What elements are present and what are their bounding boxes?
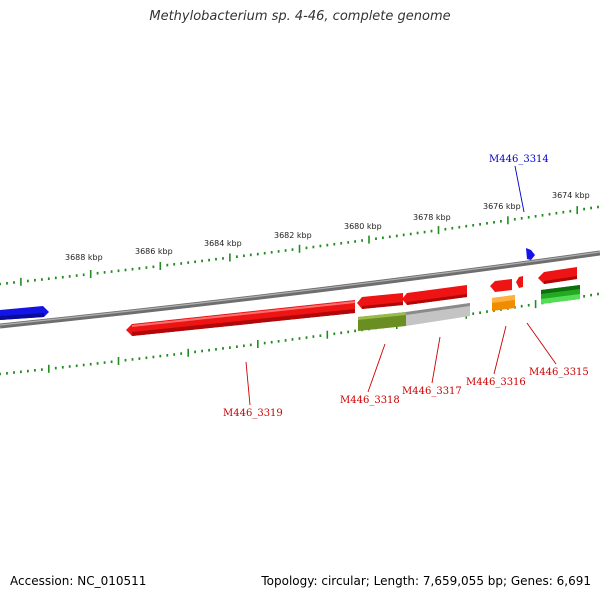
label-M446-3314: M446_3314 <box>489 154 549 165</box>
leader-M446-3314 <box>514 165 525 213</box>
gene-labels: M446_3314 M446_3319 M446_3318 M446_3317 … <box>223 154 589 419</box>
gene-M446-3317-band[interactable] <box>406 303 470 326</box>
gene-blue-left[interactable] <box>0 306 49 320</box>
leader-M446-3318 <box>367 343 386 393</box>
gene-M446-3314[interactable] <box>526 248 535 260</box>
scale-label-3678: 3678 kbp <box>413 213 451 222</box>
figure-title: Methylobacterium sp. 4-46, complete geno… <box>149 9 451 24</box>
scale-labels: 3688 kbp 3686 kbp 3684 kbp 3682 kbp 3680… <box>65 191 590 262</box>
scale-label-3684: 3684 kbp <box>204 239 242 248</box>
leader-M446-3316 <box>493 325 507 375</box>
gene-M446-3317-upper[interactable] <box>402 285 467 305</box>
leader-M446-3319 <box>245 361 251 406</box>
label-M446-3319: M446_3319 <box>223 408 283 419</box>
gene-M446-3316-upper[interactable] <box>490 279 512 292</box>
scale-label-3682: 3682 kbp <box>274 231 312 240</box>
genome-summary-text: Topology: circular; Length: 7,659,055 bp… <box>261 574 591 588</box>
accession-text: Accession: NC_010511 <box>10 574 147 588</box>
gene-M446-3315-upper[interactable] <box>538 267 577 284</box>
outer-scale-ticks <box>0 205 599 286</box>
gene-M446-3316-band[interactable] <box>492 295 515 311</box>
label-M446-3316: M446_3316 <box>466 377 526 388</box>
gene-M446-3319[interactable] <box>126 300 355 336</box>
scale-label-3686: 3686 kbp <box>135 247 173 256</box>
leader-M446-3317 <box>431 336 441 384</box>
gene-small-red[interactable] <box>516 276 523 288</box>
gene-M446-3318-upper[interactable] <box>357 293 403 309</box>
scale-label-3688: 3688 kbp <box>65 253 103 262</box>
label-leaders <box>245 165 557 406</box>
scale-label-3676: 3676 kbp <box>483 202 521 211</box>
scale-label-3674: 3674 kbp <box>552 191 590 200</box>
label-M446-3315: M446_3315 <box>529 367 589 378</box>
gene-M446-3315-band[interactable] <box>541 285 580 304</box>
leader-M446-3315 <box>526 322 557 365</box>
scale-label-3680: 3680 kbp <box>344 222 382 231</box>
gene-M446-3318-band[interactable] <box>358 312 406 331</box>
label-M446-3318: M446_3318 <box>340 395 400 406</box>
genome-backbone <box>0 250 600 329</box>
label-M446-3317: M446_3317 <box>402 386 462 397</box>
